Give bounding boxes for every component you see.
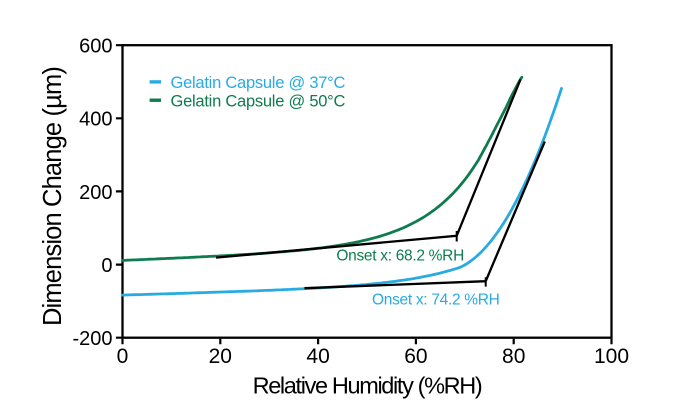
svg-text:0: 0 xyxy=(117,345,129,368)
svg-text:400: 400 xyxy=(79,109,112,131)
svg-text:-200: -200 xyxy=(72,328,112,350)
svg-text:40: 40 xyxy=(306,345,329,368)
svg-text:80: 80 xyxy=(502,345,525,368)
svg-text:Dimension Change (µm): Dimension Change (µm) xyxy=(39,67,67,326)
svg-text:200: 200 xyxy=(79,182,112,204)
svg-text:Gelatin Capsule @ 37°C: Gelatin Capsule @ 37°C xyxy=(171,74,346,92)
svg-text:0: 0 xyxy=(101,255,112,277)
svg-text:600: 600 xyxy=(79,36,112,58)
svg-text:60: 60 xyxy=(404,345,427,368)
svg-text:Gelatin Capsule @ 50°C: Gelatin Capsule @ 50°C xyxy=(171,93,346,111)
svg-text:Onset x: 74.2 %RH: Onset x: 74.2 %RH xyxy=(372,292,500,309)
svg-text:Onset x: 68.2 %RH: Onset x: 68.2 %RH xyxy=(336,248,464,265)
svg-text:20: 20 xyxy=(209,345,232,368)
svg-text:Relative Humidity (%RH): Relative Humidity (%RH) xyxy=(253,372,482,398)
svg-text:100: 100 xyxy=(594,345,629,368)
